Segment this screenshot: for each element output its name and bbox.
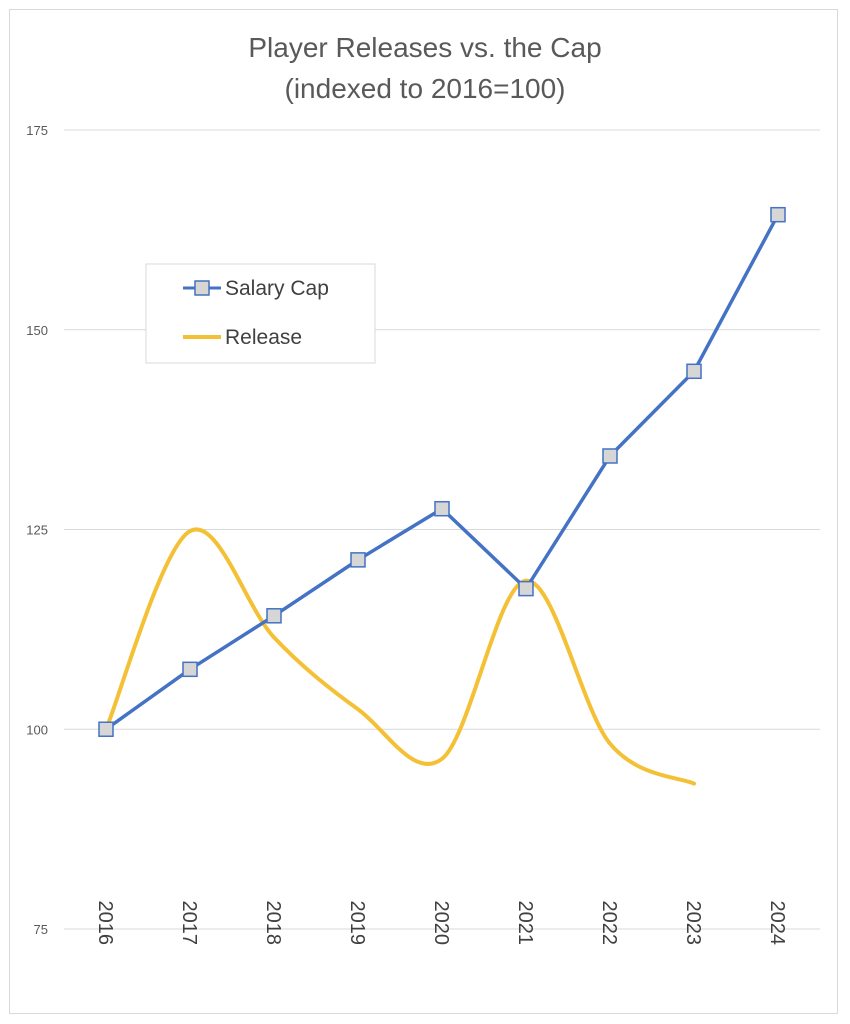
legend-box bbox=[145, 263, 376, 364]
x-tick-label: 2020 bbox=[430, 901, 452, 946]
x-axis-ticks: 2016 2017 2018 2019 2020 2021 2022 2023 2024 bbox=[94, 901, 788, 946]
y-tick-label: 75 bbox=[34, 922, 48, 937]
legend: Salary Cap Release bbox=[145, 263, 376, 364]
data-point-salary-cap bbox=[434, 500, 450, 517]
y-axis-ticks: 75 100 125 150 175 bbox=[26, 123, 48, 937]
x-tick-label: 2016 bbox=[94, 901, 116, 946]
data-point-salary-cap bbox=[770, 206, 786, 223]
y-tick-label: 175 bbox=[26, 123, 48, 138]
y-tick-label: 100 bbox=[26, 722, 48, 737]
legend-release-label: Release bbox=[225, 326, 302, 349]
x-tick-label: 2019 bbox=[346, 901, 368, 946]
data-point-salary-cap bbox=[686, 363, 702, 380]
series-layer bbox=[98, 206, 786, 786]
y-tick-label: 125 bbox=[26, 523, 48, 538]
chart-title: Player Releases vs. the Cap bbox=[248, 32, 601, 63]
x-tick-label: 2024 bbox=[766, 901, 788, 946]
chart-frame bbox=[9, 9, 838, 1014]
legend-salary-cap-marker bbox=[194, 280, 210, 296]
chart-subtitle: (indexed to 2016=100) bbox=[285, 73, 566, 104]
data-point-salary-cap bbox=[266, 608, 282, 624]
data-point-salary-cap bbox=[518, 580, 534, 597]
x-tick-label: 2018 bbox=[262, 901, 284, 946]
series-line-release bbox=[104, 527, 696, 786]
y-tick-label: 150 bbox=[26, 323, 48, 338]
legend-salary-cap-label: Salary Cap bbox=[225, 277, 329, 300]
data-point-salary-cap bbox=[350, 552, 366, 568]
data-point-salary-cap bbox=[182, 661, 198, 678]
x-tick-label: 2023 bbox=[682, 901, 704, 946]
gridlines bbox=[64, 129, 820, 930]
data-point-salary-cap bbox=[98, 721, 114, 737]
data-point-salary-cap bbox=[602, 448, 618, 464]
x-tick-label: 2017 bbox=[178, 901, 200, 946]
x-tick-label: 2022 bbox=[598, 901, 620, 946]
x-tick-label: 2021 bbox=[514, 901, 536, 946]
